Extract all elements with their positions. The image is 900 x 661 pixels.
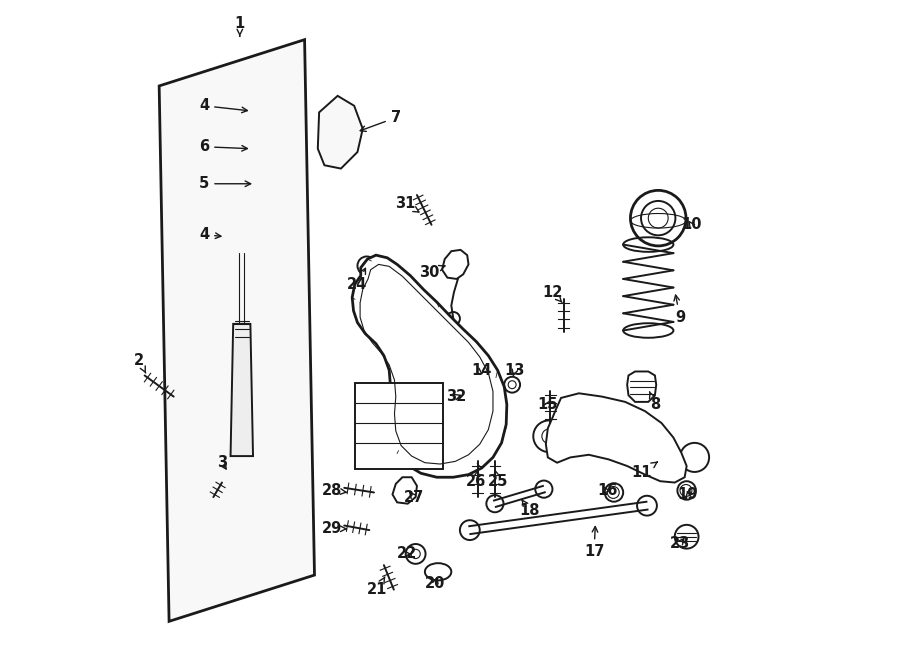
- Text: 5: 5: [199, 176, 251, 191]
- Text: 10: 10: [681, 217, 701, 232]
- Text: 11: 11: [632, 462, 657, 480]
- Text: 31: 31: [395, 196, 419, 212]
- Text: 21: 21: [367, 577, 388, 597]
- Text: 16: 16: [597, 483, 617, 498]
- Polygon shape: [355, 383, 444, 469]
- Text: 13: 13: [505, 363, 525, 377]
- Polygon shape: [392, 477, 417, 504]
- Text: 9: 9: [674, 295, 685, 325]
- Text: 22: 22: [397, 547, 418, 561]
- Text: 4: 4: [199, 227, 220, 242]
- Text: 26: 26: [466, 471, 487, 488]
- Text: 1: 1: [235, 16, 245, 36]
- Text: 2: 2: [134, 353, 146, 373]
- Text: 19: 19: [678, 487, 698, 502]
- Text: 24: 24: [347, 268, 367, 292]
- Text: 14: 14: [472, 363, 492, 377]
- Polygon shape: [230, 324, 253, 456]
- Text: 28: 28: [322, 483, 346, 498]
- Text: 23: 23: [670, 536, 690, 551]
- Text: 3: 3: [217, 455, 227, 470]
- Text: 18: 18: [519, 500, 540, 518]
- Polygon shape: [627, 371, 656, 402]
- Text: 29: 29: [322, 522, 346, 536]
- Polygon shape: [318, 96, 363, 169]
- Text: 7: 7: [360, 110, 400, 132]
- Polygon shape: [442, 250, 469, 279]
- Text: 12: 12: [543, 285, 562, 303]
- Text: 30: 30: [418, 265, 445, 280]
- Polygon shape: [545, 393, 687, 483]
- Text: 17: 17: [584, 527, 604, 559]
- Text: 15: 15: [537, 397, 558, 412]
- Text: 6: 6: [199, 139, 248, 154]
- Text: 27: 27: [403, 490, 424, 504]
- Text: 25: 25: [488, 471, 508, 488]
- Text: 8: 8: [650, 392, 660, 412]
- Polygon shape: [159, 40, 314, 621]
- Ellipse shape: [425, 563, 451, 580]
- Text: 4: 4: [199, 98, 248, 113]
- Text: 20: 20: [426, 576, 446, 590]
- Polygon shape: [352, 255, 507, 477]
- Text: 32: 32: [446, 389, 467, 404]
